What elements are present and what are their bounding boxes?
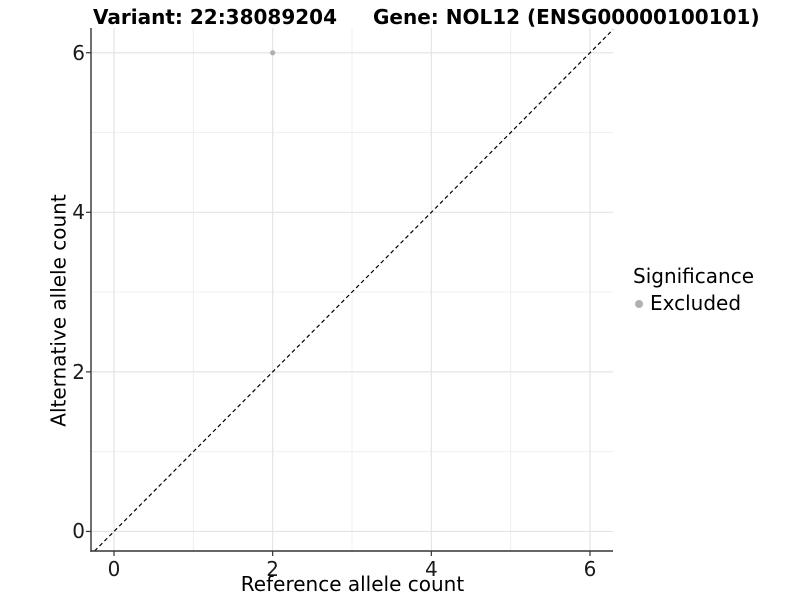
data-point-excluded [270, 50, 276, 56]
y-tick-label: 2 [72, 359, 85, 384]
legend-item-label: Excluded [650, 291, 742, 315]
y-tick-label: 0 [72, 519, 85, 544]
y-axis-title: Alternative allele count [46, 194, 71, 427]
identity-line [94, 29, 614, 552]
x-axis-title: Reference allele count [240, 572, 465, 596]
plot-title-gene: Gene: NOL12 (ENSG00000100101) [373, 5, 760, 29]
legend-title: Significance [633, 264, 755, 288]
plot-title-variant: Variant: 22:38089204 [93, 5, 338, 29]
x-tick-label: 6 [583, 557, 597, 581]
y-tick-label: 4 [72, 200, 85, 225]
y-tick-label: 6 [72, 40, 85, 65]
legend: Significance Excluded [631, 264, 754, 315]
x-tick-label: 0 [107, 557, 121, 581]
legend-item-excluded: Excluded [631, 292, 754, 315]
x-tick-label: 4 [424, 557, 438, 581]
x-tick-label: 2 [266, 557, 280, 581]
excluded-swatch-icon [635, 299, 643, 308]
